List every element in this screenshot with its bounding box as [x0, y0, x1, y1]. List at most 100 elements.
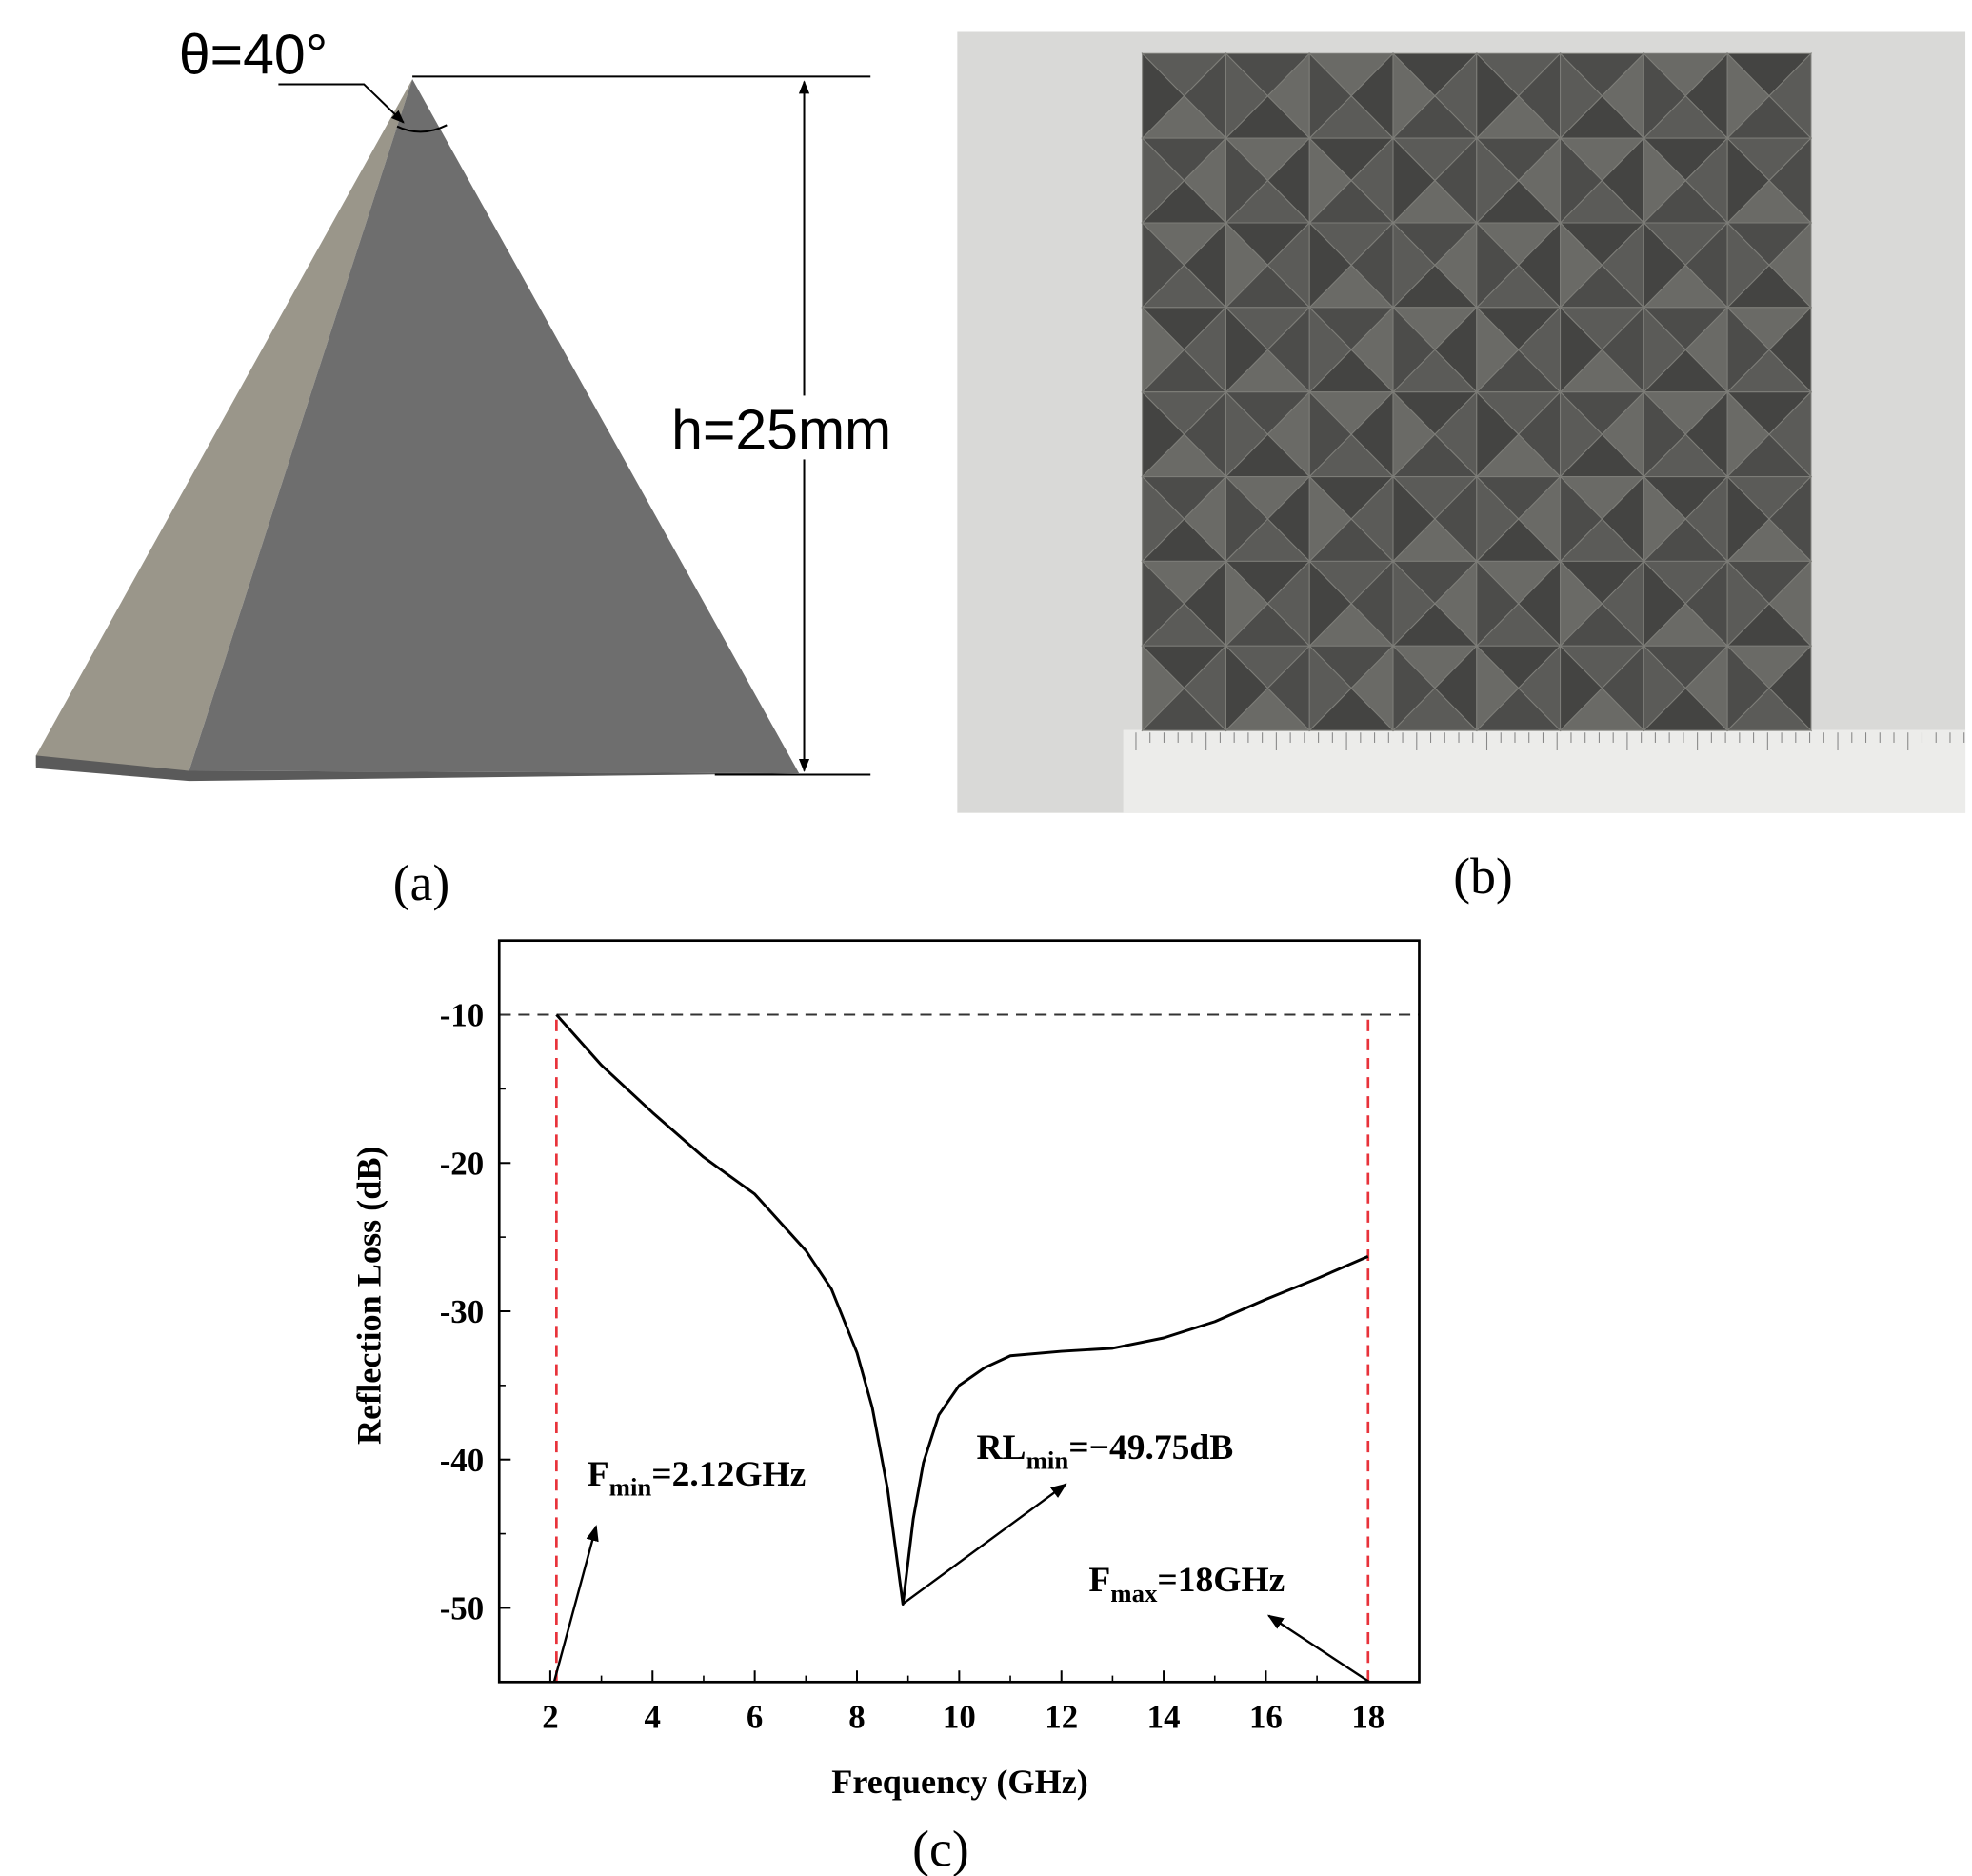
pyramid-face [1476, 306, 1520, 393]
x-tick-label: 6 [747, 1699, 763, 1736]
pyramid-face [1476, 560, 1520, 648]
ruler [1123, 729, 1966, 813]
y-tick-label: -10 [440, 997, 484, 1034]
pyramid-face [1308, 475, 1352, 563]
pyramid-face [1726, 51, 1770, 140]
pyramid-face [1476, 475, 1520, 563]
pyramid-face [1142, 560, 1185, 648]
pyramid-face [1392, 51, 1436, 140]
pyramid-face [1142, 390, 1185, 478]
y-tick-label: -50 [440, 1589, 484, 1627]
x-axis-label: Frequency (GHz) [831, 1763, 1088, 1801]
pyramid-face [1142, 644, 1185, 732]
pyramid-face [1560, 306, 1603, 393]
pyramid-face [1225, 644, 1269, 732]
pyramid-face [1643, 390, 1686, 478]
pyramid-face [1643, 306, 1686, 393]
pyramid-face [1643, 644, 1686, 732]
pyramid-face [1308, 306, 1352, 393]
annotation-rest: =2.12GHz [651, 1455, 806, 1494]
pyramid-side-face [35, 79, 413, 771]
annotation-main: F [1088, 1561, 1110, 1600]
pyramid-face [1560, 221, 1603, 309]
pyramid-face [1560, 475, 1603, 563]
pyramid-face [1726, 560, 1770, 648]
pyramid-face [1225, 136, 1269, 225]
pyramid-face [1643, 560, 1686, 648]
angle-arc [396, 124, 448, 133]
label-bg [668, 395, 935, 460]
annotation-rest: =18GHz [1157, 1561, 1285, 1600]
annotation: RLmin=−49.75dB [976, 1428, 1233, 1475]
pyramid-face [1726, 644, 1770, 732]
pyramid-face [1643, 136, 1686, 225]
pyramid-face [1560, 390, 1603, 478]
annotation-rest: =−49.75dB [1068, 1428, 1233, 1467]
pyramid-face [1643, 221, 1686, 309]
pyramid-face [1392, 475, 1436, 563]
pyramid-face [1225, 475, 1269, 563]
annotation-arrow [902, 1483, 1067, 1606]
pyramid-face [1726, 475, 1770, 563]
panel-label: (b) [1453, 848, 1513, 905]
annotation-main: F [588, 1455, 609, 1494]
pyramid-face [1142, 475, 1185, 563]
pyramid-face [1392, 390, 1436, 478]
pyramid-face [1392, 221, 1436, 309]
plot-frame [497, 939, 1421, 1684]
annotation: Fmin=2.12GHz [588, 1455, 807, 1502]
x-tick-label: 8 [848, 1699, 865, 1736]
sample-photo: (b) [957, 31, 1966, 905]
pyramid-face [1225, 560, 1269, 648]
y-tick-label: -30 [440, 1293, 484, 1330]
pyramid-face [1476, 644, 1520, 732]
chart: (c) Frequency (GHz) Reflection Loss (dB)… [350, 939, 1421, 1876]
pyramid-face [1308, 221, 1352, 309]
pyramid-face [1643, 51, 1686, 140]
pyramid-face [1726, 390, 1770, 478]
height-label: h=25mm [671, 400, 891, 462]
annotation-arrow [552, 1525, 599, 1683]
pyramid-face [1476, 136, 1520, 225]
annotation-arrow [1266, 1614, 1370, 1684]
pyramid-face [1142, 306, 1185, 393]
pyramid-diagram: θ=40° h=25mm (a) [35, 25, 935, 911]
y-tick-label: -40 [440, 1442, 484, 1479]
pyramid-face [1142, 136, 1185, 225]
pyramid-face [1560, 644, 1603, 732]
x-tick-label: 12 [1045, 1699, 1078, 1736]
annotation-main: RL [976, 1428, 1026, 1467]
pyramid-face [1392, 136, 1436, 225]
pyramid-face [1225, 221, 1269, 309]
x-tick-label: 18 [1351, 1699, 1384, 1736]
pyramid-face [1225, 306, 1269, 393]
angle-leader [278, 83, 405, 124]
angle-label: θ=40° [179, 25, 328, 87]
pyramid-front-face [189, 79, 800, 774]
x-tick-label: 4 [645, 1699, 661, 1736]
annotation-sub: min [609, 1473, 652, 1502]
pyramid-face [1225, 390, 1269, 478]
pyramid-face [1308, 51, 1352, 140]
pyramid-face [1142, 221, 1185, 309]
x-tick-label: 10 [943, 1699, 976, 1736]
pyramid-face [1560, 136, 1603, 225]
pyramid-face [1726, 136, 1770, 225]
x-tick-label: 14 [1147, 1699, 1181, 1736]
pyramid-face [1225, 51, 1269, 140]
y-axis-label: Reflection Loss (dB) [350, 1147, 388, 1445]
pyramid-face [1560, 51, 1603, 140]
data-line [555, 1013, 1369, 1607]
pyramid-face [1392, 306, 1436, 393]
x-tick-label: 2 [542, 1699, 558, 1736]
panel-label: (a) [393, 854, 449, 911]
pyramid-face [1142, 51, 1185, 140]
pyramid-face [1643, 475, 1686, 563]
pyramid-face [1560, 560, 1603, 648]
pyramid-face [1308, 644, 1352, 732]
x-tick-label: 16 [1249, 1699, 1283, 1736]
pyramid-face [1392, 560, 1436, 648]
pyramid-face [1308, 560, 1352, 648]
